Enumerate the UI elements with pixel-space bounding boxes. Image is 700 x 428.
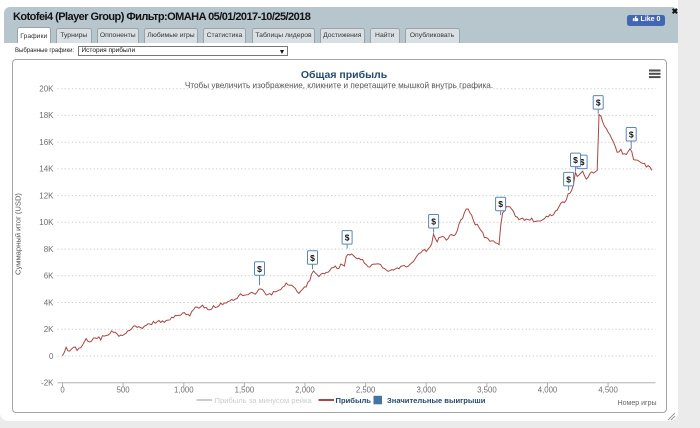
svg-text:20K: 20K bbox=[39, 85, 54, 94]
svg-text:4K: 4K bbox=[43, 298, 53, 307]
svg-text:$: $ bbox=[431, 217, 436, 227]
svg-text:$: $ bbox=[310, 253, 315, 263]
svg-text:2,500: 2,500 bbox=[355, 386, 375, 395]
svg-text:14K: 14K bbox=[39, 165, 54, 174]
svg-text:12K: 12K bbox=[39, 191, 54, 200]
svg-text:4,500: 4,500 bbox=[598, 386, 618, 395]
svg-text:$: $ bbox=[344, 233, 349, 243]
svg-text:$: $ bbox=[566, 174, 571, 184]
svg-text:0: 0 bbox=[49, 352, 54, 361]
svg-text:$: $ bbox=[257, 264, 262, 274]
svg-text:Прибыль: Прибыль bbox=[335, 396, 371, 405]
svg-text:Номер игры: Номер игры bbox=[617, 400, 656, 407]
svg-text:$: $ bbox=[573, 155, 578, 165]
svg-text:16K: 16K bbox=[39, 138, 54, 147]
svg-text:$: $ bbox=[579, 157, 584, 167]
svg-text:500: 500 bbox=[116, 386, 130, 395]
svg-text:$: $ bbox=[595, 98, 600, 108]
svg-text:$: $ bbox=[498, 199, 503, 209]
svg-text:4,000: 4,000 bbox=[537, 386, 557, 395]
svg-text:3,000: 3,000 bbox=[416, 386, 436, 395]
svg-text:2,000: 2,000 bbox=[295, 386, 315, 395]
svg-text:2K: 2K bbox=[43, 325, 53, 334]
svg-text:-2K: -2K bbox=[41, 379, 54, 388]
svg-text:Значительные выигрыши: Значительные выигрыши bbox=[387, 396, 486, 405]
svg-text:Прибыль за минусом рейка: Прибыль за минусом рейка bbox=[214, 396, 312, 405]
svg-text:10K: 10K bbox=[39, 218, 54, 227]
svg-text:0: 0 bbox=[60, 386, 65, 395]
svg-text:3,500: 3,500 bbox=[477, 386, 497, 395]
svg-text:8K: 8K bbox=[43, 245, 53, 254]
svg-text:18K: 18K bbox=[39, 111, 54, 120]
svg-text:$: $ bbox=[628, 130, 633, 140]
svg-text:Суммарный итог (USD): Суммарный итог (USD) bbox=[13, 193, 22, 275]
svg-text:Общая прибыль: Общая прибыль bbox=[300, 69, 387, 81]
svg-text:1,000: 1,000 bbox=[174, 386, 194, 395]
svg-text:6K: 6K bbox=[43, 272, 53, 281]
svg-text:1,500: 1,500 bbox=[234, 386, 254, 395]
svg-text:Чтобы увеличить изображение, к: Чтобы увеличить изображение, кликните и … bbox=[184, 81, 492, 90]
